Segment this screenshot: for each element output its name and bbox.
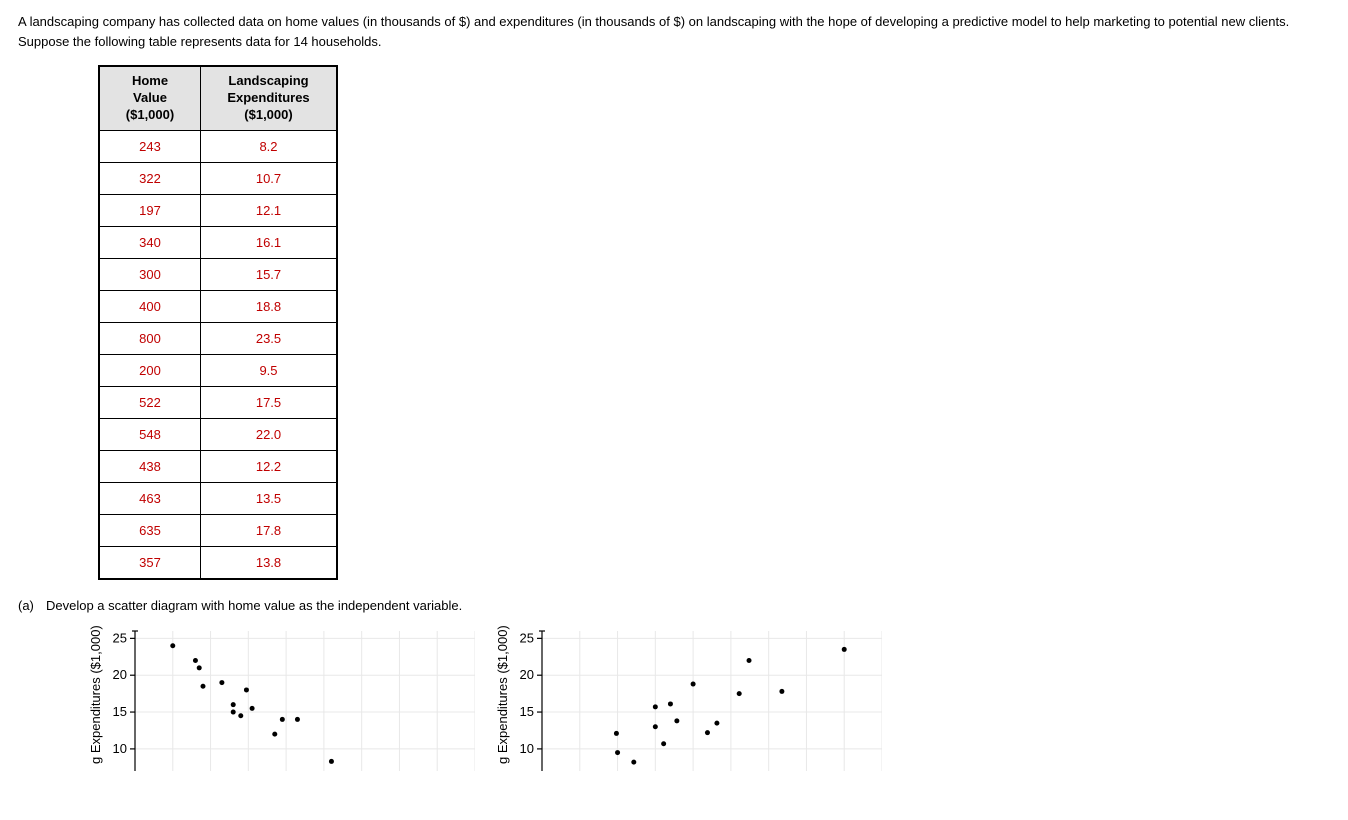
table-cell: 13.5 <box>201 482 338 514</box>
table-cell: 243 <box>99 130 201 162</box>
scatter-point <box>779 689 784 694</box>
scatter-point <box>238 713 243 718</box>
table-row: 19712.1 <box>99 194 337 226</box>
table-row: 63517.8 <box>99 514 337 546</box>
table-cell: 197 <box>99 194 201 226</box>
table-header: LandscapingExpenditures($1,000) <box>201 66 338 130</box>
svg-text:15: 15 <box>520 704 534 719</box>
table-cell: 17.8 <box>201 514 338 546</box>
table-cell: 16.1 <box>201 226 338 258</box>
table-cell: 300 <box>99 258 201 290</box>
table-cell: 463 <box>99 482 201 514</box>
table-cell: 12.2 <box>201 450 338 482</box>
table-cell: 522 <box>99 386 201 418</box>
table-cell: 22.0 <box>201 418 338 450</box>
table-row: 30015.7 <box>99 258 337 290</box>
scatter-point <box>661 741 666 746</box>
scatter-point <box>614 731 619 736</box>
scatter-point <box>231 709 236 714</box>
data-table-container: HomeValue($1,000)LandscapingExpenditures… <box>98 65 1330 580</box>
table-cell: 340 <box>99 226 201 258</box>
table-cell: 9.5 <box>201 354 338 386</box>
scatter-point <box>219 680 224 685</box>
scatter-point <box>691 681 696 686</box>
part-a-label: (a) <box>18 598 46 613</box>
table-cell: 15.7 <box>201 258 338 290</box>
scatter-chart-right: 10 15 20 25 <box>512 625 882 771</box>
table-cell: 400 <box>99 290 201 322</box>
table-cell: 438 <box>99 450 201 482</box>
table-row: 2438.2 <box>99 130 337 162</box>
svg-text:20: 20 <box>520 667 534 682</box>
scatter-point <box>674 718 679 723</box>
scatter-point <box>244 687 249 692</box>
table-cell: 548 <box>99 418 201 450</box>
scatter-point <box>747 658 752 663</box>
table-cell: 17.5 <box>201 386 338 418</box>
scatter-point <box>737 691 742 696</box>
table-cell: 322 <box>99 162 201 194</box>
table-row: 80023.5 <box>99 322 337 354</box>
table-row: 2009.5 <box>99 354 337 386</box>
table-cell: 8.2 <box>201 130 338 162</box>
part-a-row: (a) Develop a scatter diagram with home … <box>18 598 1330 613</box>
chart-right-ylabel: g Expenditures ($1,000) <box>495 625 510 775</box>
svg-text:10: 10 <box>520 741 534 756</box>
scatter-point <box>250 706 255 711</box>
scatter-point <box>615 750 620 755</box>
svg-text:25: 25 <box>520 630 534 645</box>
table-row: 43812.2 <box>99 450 337 482</box>
chart-left-cell: g Expenditures ($1,000) 10 15 20 25 <box>88 625 475 775</box>
scatter-point <box>170 643 175 648</box>
svg-text:10: 10 <box>113 741 127 756</box>
scatter-point <box>653 724 658 729</box>
table-header: HomeValue($1,000) <box>99 66 201 130</box>
scatter-point <box>842 647 847 652</box>
table-row: 32210.7 <box>99 162 337 194</box>
table-cell: 10.7 <box>201 162 338 194</box>
scatter-point <box>197 665 202 670</box>
table-cell: 23.5 <box>201 322 338 354</box>
scatter-point <box>653 704 658 709</box>
table-cell: 200 <box>99 354 201 386</box>
table-row: 40018.8 <box>99 290 337 322</box>
svg-text:25: 25 <box>113 630 127 645</box>
chart-right-cell: g Expenditures ($1,000) 10 15 20 25 <box>495 625 882 775</box>
scatter-point <box>231 702 236 707</box>
scatter-point <box>631 759 636 764</box>
scatter-point <box>705 730 710 735</box>
table-cell: 13.8 <box>201 546 338 579</box>
scatter-chart-left: 10 15 20 25 <box>105 625 475 771</box>
part-a-text: Develop a scatter diagram with home valu… <box>46 598 1330 613</box>
table-row: 54822.0 <box>99 418 337 450</box>
table-row: 35713.8 <box>99 546 337 579</box>
svg-text:20: 20 <box>113 667 127 682</box>
scatter-point <box>193 658 198 663</box>
table-cell: 18.8 <box>201 290 338 322</box>
table-row: 46313.5 <box>99 482 337 514</box>
scatter-point <box>295 717 300 722</box>
problem-statement: A landscaping company has collected data… <box>18 12 1330 51</box>
scatter-point <box>201 683 206 688</box>
table-cell: 800 <box>99 322 201 354</box>
table-row: 34016.1 <box>99 226 337 258</box>
charts-row: g Expenditures ($1,000) 10 15 20 25 g Expen… <box>88 625 1330 775</box>
scatter-point <box>272 731 277 736</box>
scatter-point <box>714 720 719 725</box>
scatter-point <box>329 759 334 764</box>
scatter-point <box>280 717 285 722</box>
svg-text:15: 15 <box>113 704 127 719</box>
data-table: HomeValue($1,000)LandscapingExpenditures… <box>98 65 338 580</box>
table-cell: 12.1 <box>201 194 338 226</box>
scatter-point <box>668 701 673 706</box>
table-cell: 357 <box>99 546 201 579</box>
chart-left-ylabel: g Expenditures ($1,000) <box>88 625 103 775</box>
table-row: 52217.5 <box>99 386 337 418</box>
table-cell: 635 <box>99 514 201 546</box>
